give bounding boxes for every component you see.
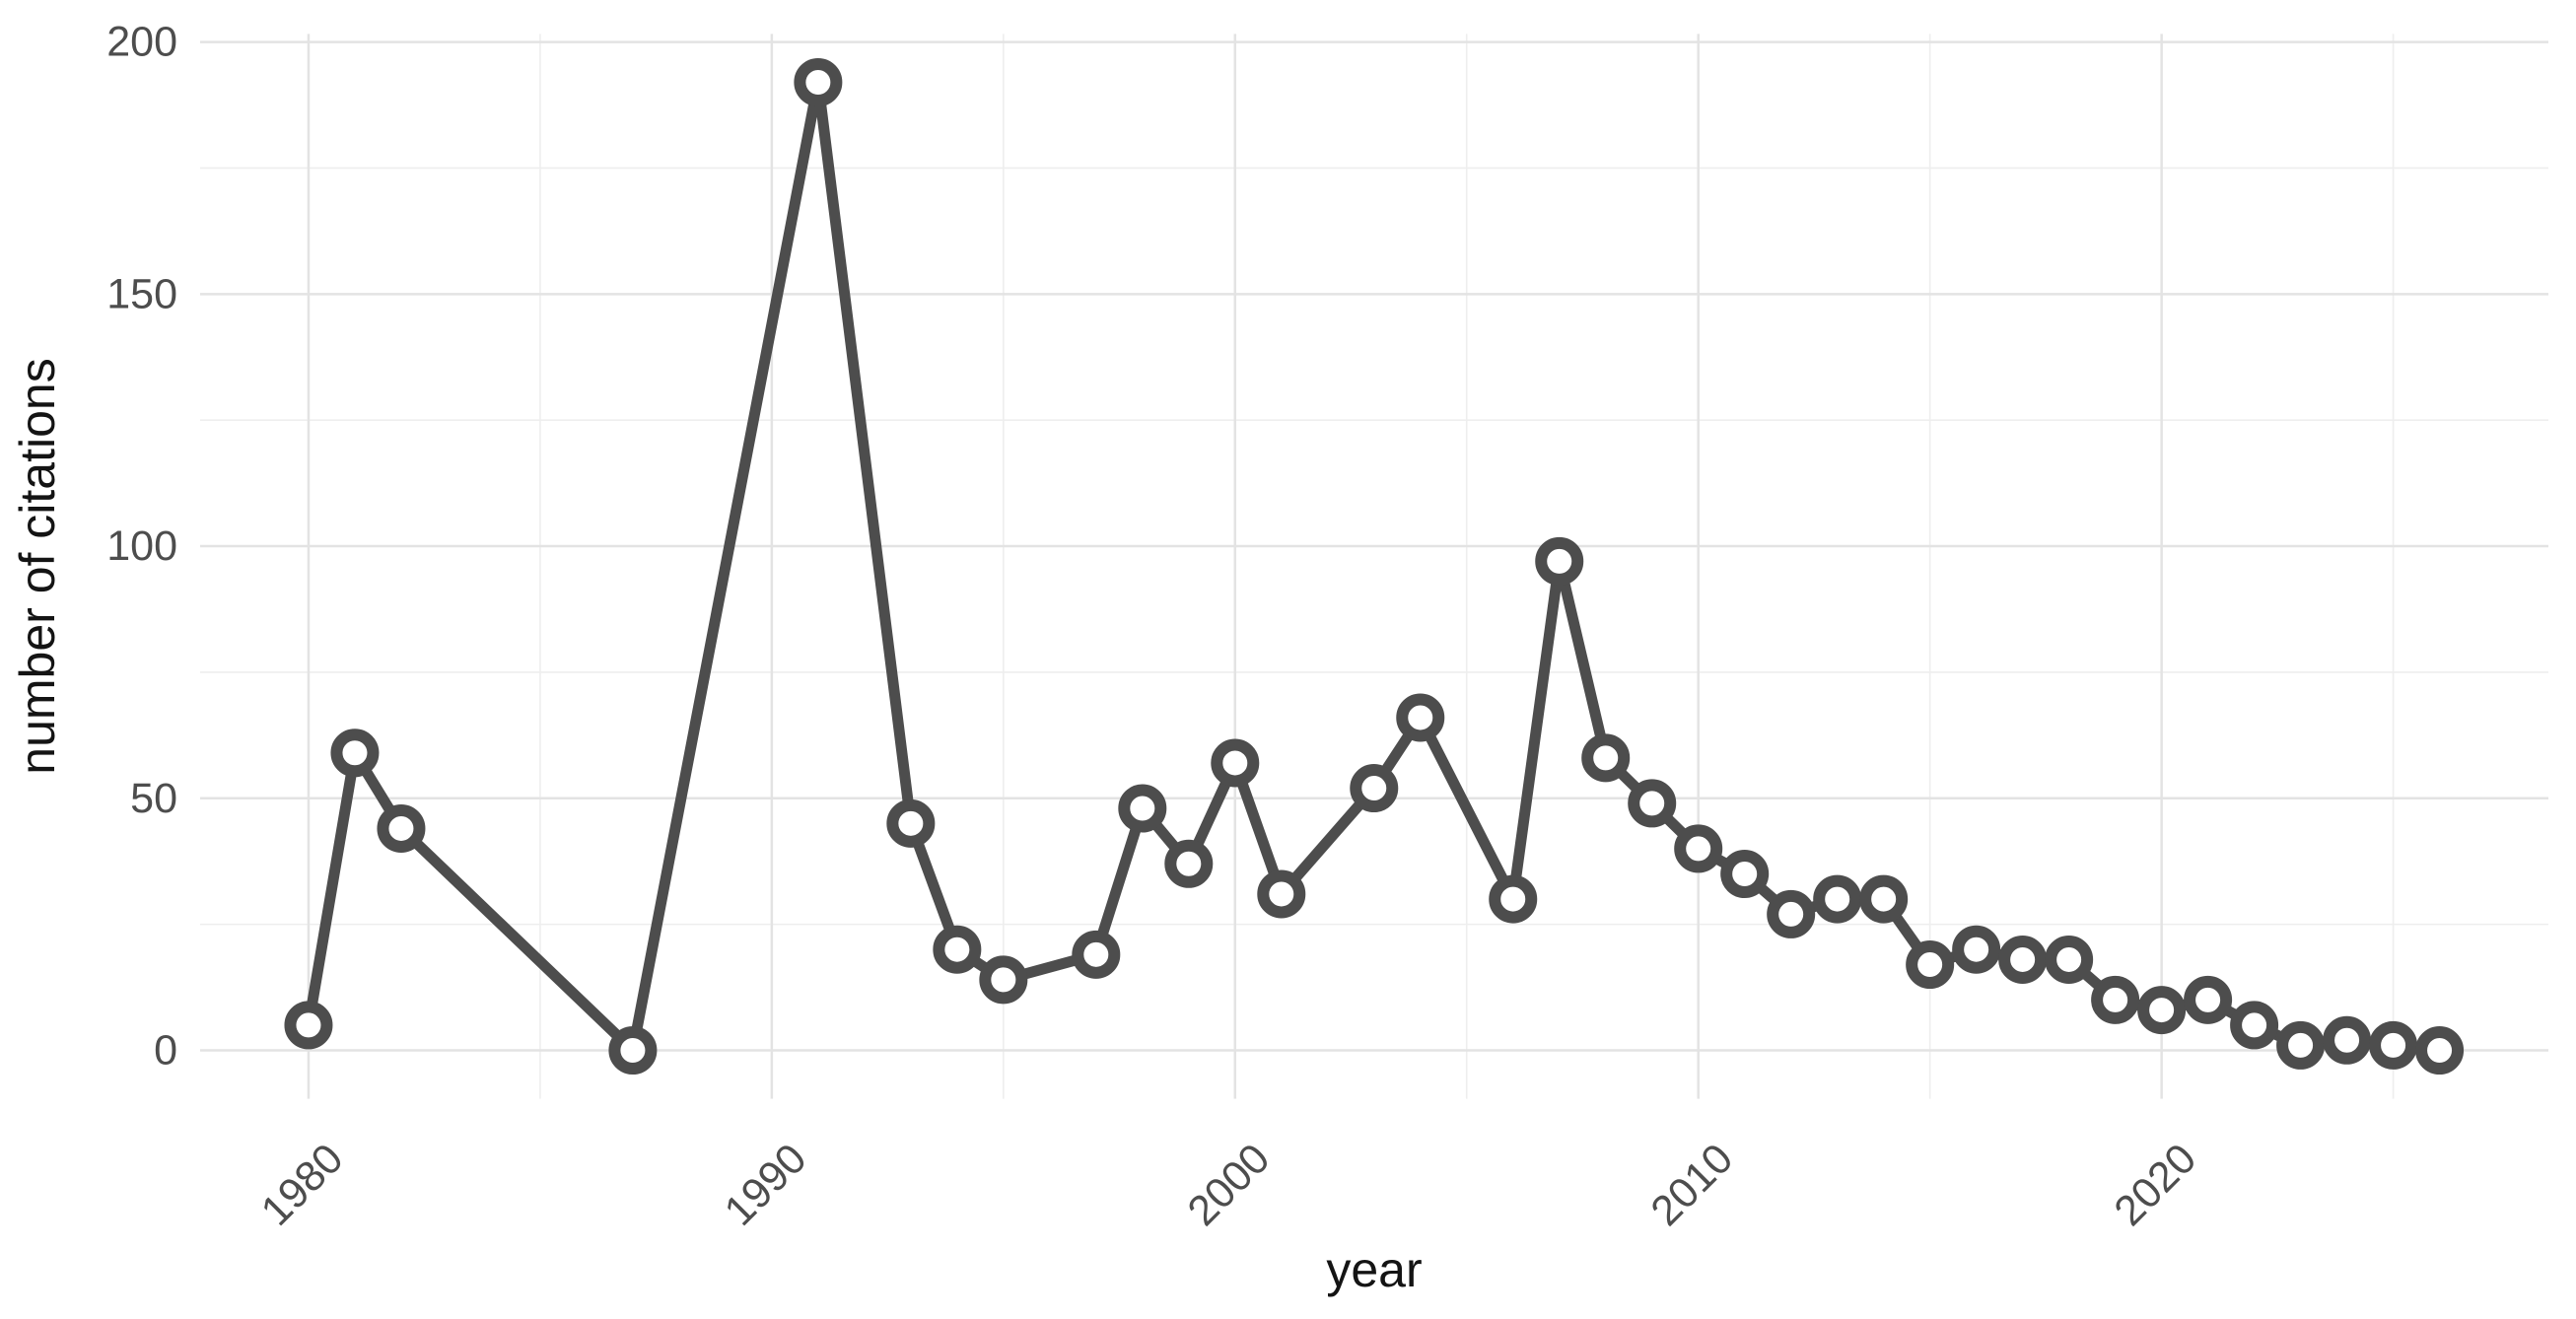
data-point xyxy=(2323,1015,2372,1065)
data-point xyxy=(2137,986,2187,1035)
data-point xyxy=(2184,975,2233,1024)
data-point xyxy=(377,803,426,853)
data-point xyxy=(330,729,380,778)
series-line xyxy=(303,77,2446,1056)
data-point xyxy=(1674,824,1723,873)
x-tick-label: 2000 xyxy=(1179,1135,1280,1235)
data-point xyxy=(979,955,1028,1005)
data-point xyxy=(2045,935,2094,984)
data-point xyxy=(1211,738,1260,788)
data-point xyxy=(2415,1026,2465,1075)
y-tick-label: 200 xyxy=(106,19,177,66)
x-axis-title: year xyxy=(1326,1242,1422,1297)
x-tick-label: 2020 xyxy=(2106,1135,2206,1235)
data-point xyxy=(284,1001,333,1050)
data-point xyxy=(1998,935,2048,984)
data-point xyxy=(1489,874,1538,924)
data-point xyxy=(1350,764,1399,813)
data-point xyxy=(1396,693,1445,742)
x-tick-label: 1980 xyxy=(252,1135,353,1235)
data-point xyxy=(2230,1001,2279,1050)
y-axis-tick-labels: 0 50 100 150 200 xyxy=(106,19,177,1075)
data-point xyxy=(933,925,982,974)
data-point xyxy=(1118,784,1167,833)
data-point xyxy=(2091,975,2140,1024)
data-point xyxy=(1813,874,1862,924)
data-series xyxy=(284,58,2465,1075)
data-point xyxy=(794,58,843,106)
data-point xyxy=(2369,1020,2418,1070)
data-point xyxy=(1720,849,1770,898)
x-axis-tick-labels: 1980 1990 2000 2010 2020 xyxy=(252,1135,2205,1235)
data-point xyxy=(608,1026,658,1075)
data-point xyxy=(1581,733,1631,783)
data-point xyxy=(886,798,936,848)
gridlines xyxy=(200,34,2548,1099)
y-tick-label: 50 xyxy=(130,775,177,822)
y-tick-label: 150 xyxy=(106,270,177,317)
data-point xyxy=(1859,874,1909,924)
y-tick-label: 0 xyxy=(154,1027,177,1075)
data-point xyxy=(1164,839,1214,888)
x-tick-label: 2010 xyxy=(1642,1135,1743,1235)
y-tick-label: 100 xyxy=(106,522,177,570)
data-point xyxy=(1257,869,1306,919)
data-point xyxy=(1628,779,1677,828)
data-point xyxy=(1072,930,1121,979)
data-point xyxy=(1952,925,2001,974)
y-axis-title: number of citations xyxy=(10,358,65,774)
data-point xyxy=(1767,889,1816,938)
x-tick-label: 1990 xyxy=(716,1135,816,1235)
data-point xyxy=(1906,940,1955,990)
data-point xyxy=(1535,536,1584,586)
data-point xyxy=(2276,1020,2326,1070)
